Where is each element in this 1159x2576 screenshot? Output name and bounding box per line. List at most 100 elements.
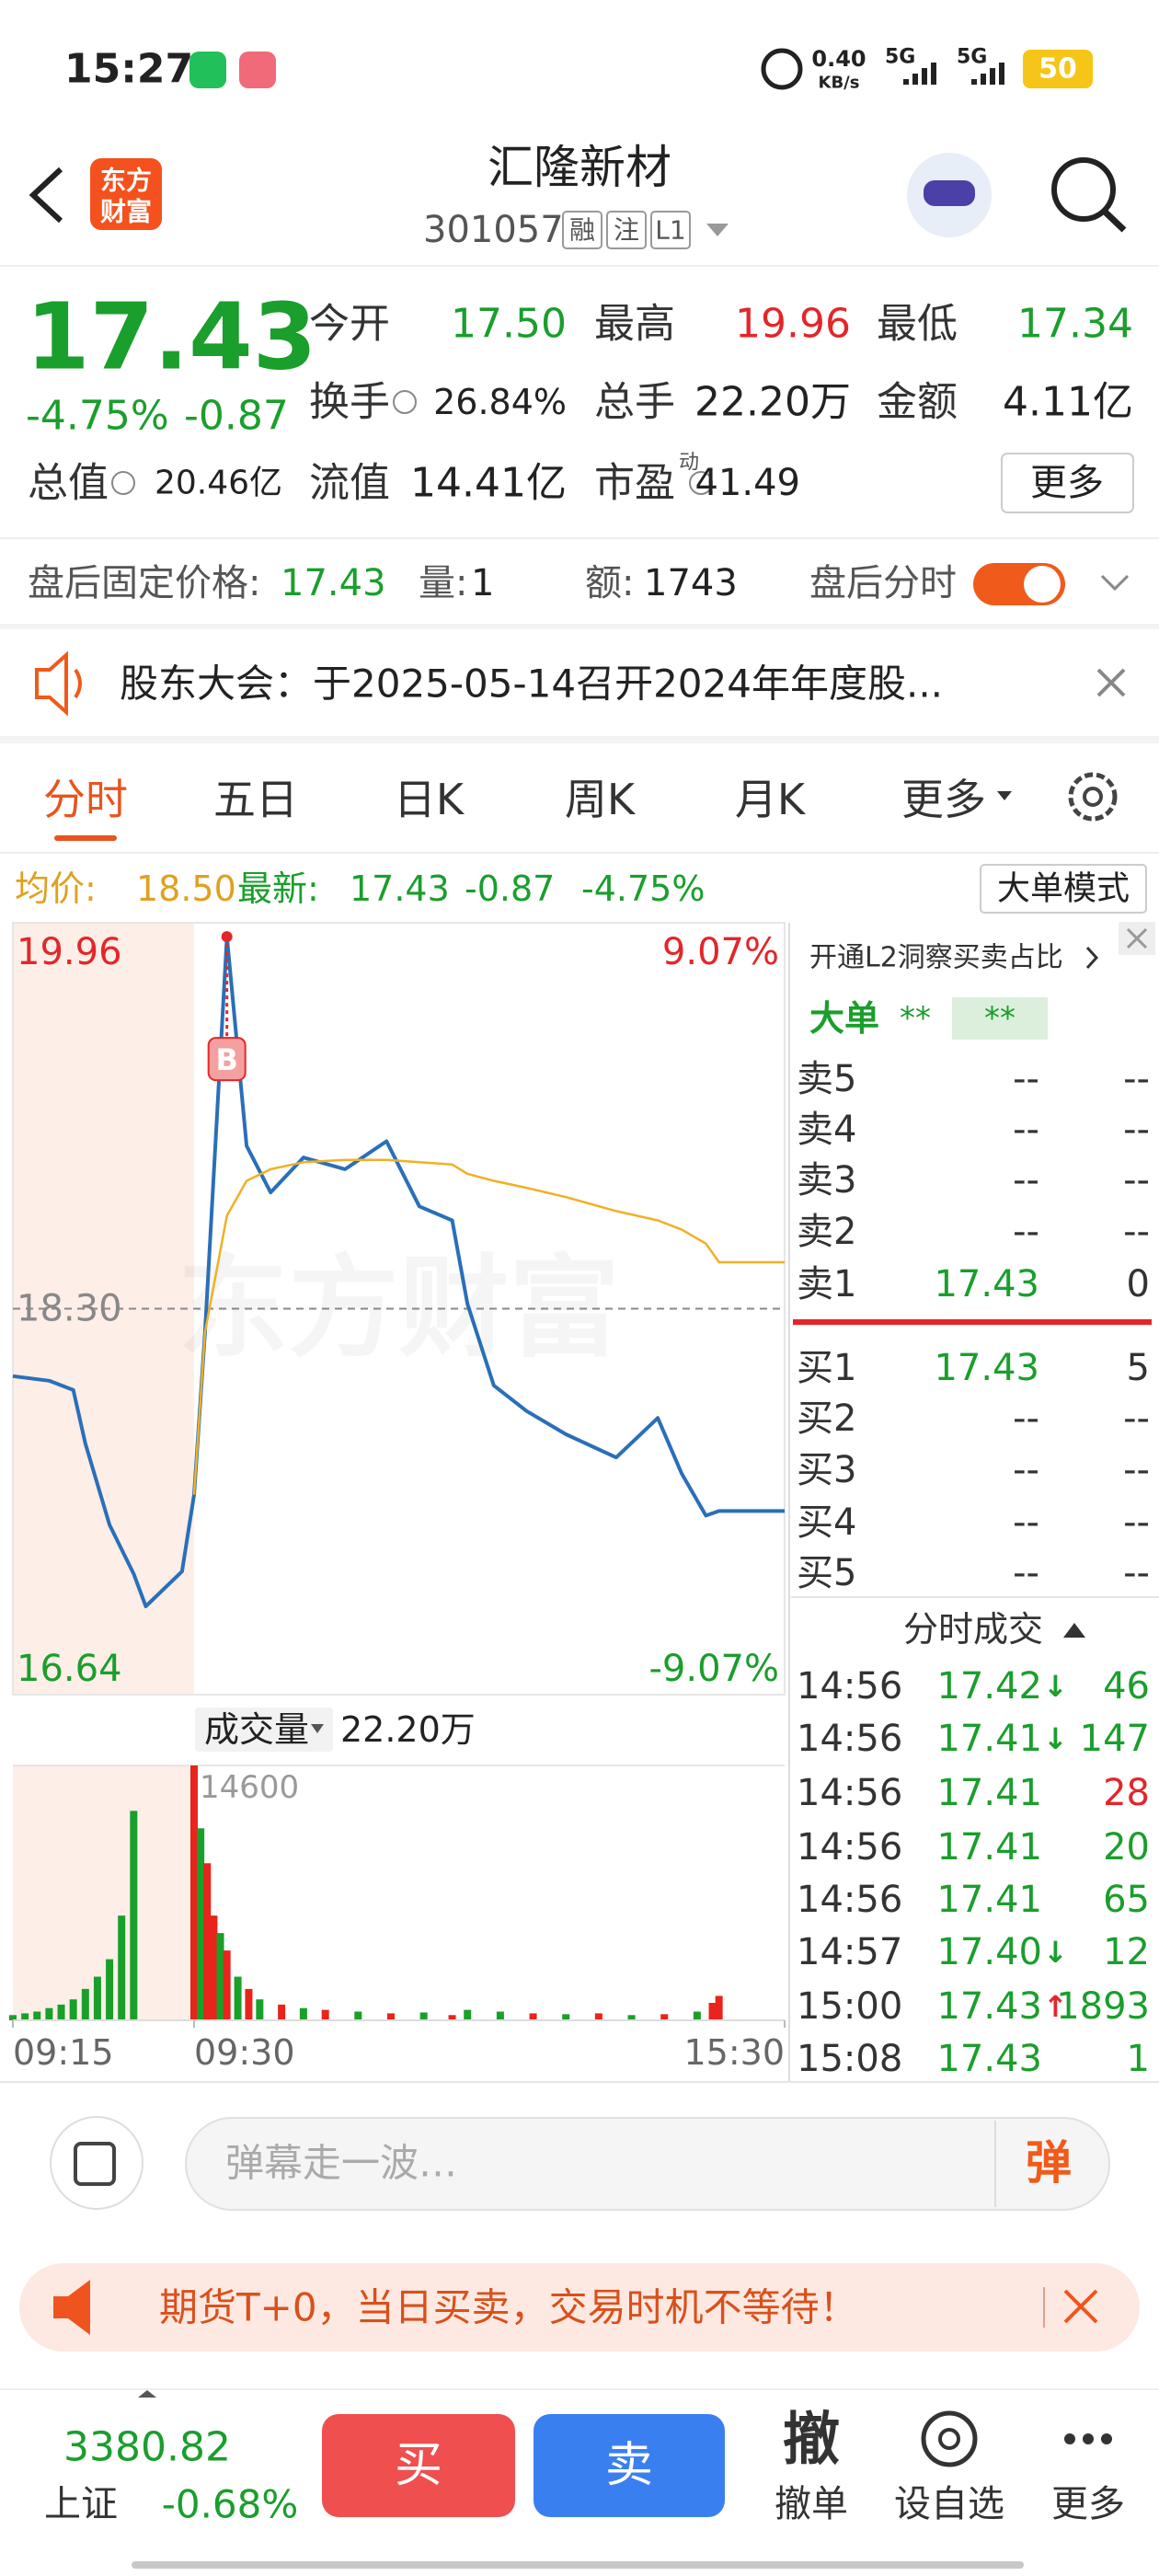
x-tick-label: 15:30	[683, 2032, 785, 2073]
ad-text[interactable]: 期货T+0，当日买卖，交易时机不等待！	[159, 2285, 858, 2330]
info-icon[interactable]	[689, 471, 713, 495]
index-name: 上证	[44, 2483, 118, 2525]
promo-chevron	[1085, 946, 1099, 970]
change-amount: -0.87	[184, 393, 289, 440]
field-label: 换手	[309, 379, 390, 426]
more-button[interactable]	[1001, 453, 1134, 513]
watermark: 东方财富	[178, 1245, 620, 1373]
stock-tag: L1	[655, 215, 685, 246]
more-dot[interactable]	[1064, 2433, 1075, 2444]
more-label[interactable]: 更多	[1051, 2483, 1125, 2525]
volume-bar	[693, 2011, 701, 2020]
danmaku-settings[interactable]	[50, 2116, 143, 2210]
watchlist-icon[interactable]	[921, 2410, 978, 2467]
danmaku-button[interactable]: 弹	[1026, 2136, 1072, 2190]
l2-promo[interactable]: 开通L2洞察买卖占比	[809, 942, 1063, 974]
price-line	[12, 935, 785, 1608]
volume-total: 22.20万	[340, 1709, 476, 1750]
index-handle[interactable]	[138, 2390, 156, 2398]
volume-bar	[210, 1915, 218, 2020]
field-value: 17.34	[1017, 301, 1133, 348]
ad-icon	[53, 2280, 90, 2335]
tab[interactable]: 日K	[394, 775, 465, 824]
book-level: 卖3	[797, 1159, 856, 1202]
cancel-label[interactable]: 撤单	[775, 2483, 848, 2525]
back-button[interactable]	[29, 167, 63, 224]
alarm-icon	[761, 48, 803, 90]
book-price: --	[1013, 1109, 1039, 1151]
tab-more-arrow	[997, 791, 1012, 800]
book-level: 卖5	[797, 1058, 856, 1100]
dropdown-arrow[interactable]	[706, 224, 729, 236]
volume-bar	[529, 2013, 537, 2020]
ad-banner[interactable]	[19, 2263, 1140, 2352]
tab[interactable]: 月K	[735, 775, 807, 824]
volume-bar	[562, 2014, 570, 2020]
trade-volume: 12	[1103, 1931, 1150, 1973]
tab[interactable]: 分时	[43, 775, 128, 824]
trade-time: 14:56	[797, 1772, 902, 1814]
volume-bar	[299, 2007, 307, 2020]
y-tick-label: 16.64	[17, 1648, 122, 1690]
trade-price: 17.43	[936, 1985, 1042, 2028]
notice-text[interactable]: 股东大会：于2025-05-14召开2024年年度股...	[120, 661, 943, 707]
network-type: 5G	[957, 46, 987, 69]
tab[interactable]: 周K	[565, 775, 637, 824]
book-level: 卖2	[797, 1211, 856, 1253]
average-line	[192, 1158, 785, 1495]
trade-direction: ↓	[1043, 1669, 1068, 1704]
y2-tick-label: -9.07%	[648, 1648, 779, 1690]
book-volume: --	[1123, 1552, 1150, 1594]
watchlist-label[interactable]: 设自选	[894, 2483, 1004, 2525]
sell-label[interactable]: 卖	[605, 2438, 653, 2493]
field-label: 市盈	[594, 460, 675, 507]
battery-level: 50	[1039, 53, 1077, 86]
trade-time: 14:56	[797, 1665, 902, 1708]
watchlist-icon-center	[938, 2428, 960, 2450]
info-icon[interactable]	[111, 471, 135, 495]
info-icon[interactable]	[393, 390, 417, 414]
gesture-bar	[132, 2561, 1024, 2569]
volume-label[interactable]: 成交量	[204, 1709, 309, 1750]
book-volume: --	[1123, 1449, 1150, 1491]
notice-icon-wave	[74, 668, 82, 699]
sell-button[interactable]	[534, 2414, 725, 2517]
trade-price: 17.42	[936, 1665, 1042, 1708]
buy-button[interactable]	[322, 2414, 515, 2517]
signal-bar	[971, 79, 977, 85]
volume-bar	[93, 1976, 101, 2020]
tab[interactable]: 五日	[213, 775, 298, 824]
comment-input[interactable]	[185, 2117, 1110, 2211]
index-value[interactable]: 3380.82	[63, 2424, 231, 2471]
volume-bar	[203, 1863, 212, 2020]
comment-placeholder[interactable]: 弹幕走一波…	[225, 2141, 457, 2186]
field-value: 19.96	[735, 301, 851, 348]
book-level: 买1	[797, 1347, 856, 1389]
stock-code: 301057	[423, 209, 564, 251]
volume-bar	[660, 2014, 669, 2020]
search-button[interactable]	[1051, 157, 1116, 222]
notice-close[interactable]	[1096, 668, 1126, 697]
net-speed-unit: KB/s	[819, 74, 860, 93]
index-change: -0.68%	[162, 2482, 299, 2527]
book-price: --	[1013, 1159, 1039, 1202]
volume-bar	[708, 2003, 717, 2020]
expand-chevron[interactable]	[1100, 574, 1130, 592]
ad-close[interactable]	[1063, 2289, 1098, 2324]
mode-button[interactable]	[980, 864, 1147, 914]
last-price: 17.43	[26, 283, 316, 391]
buy-label[interactable]: 买	[395, 2438, 442, 2493]
tag-box	[650, 211, 691, 249]
after-hours-price: 17.43	[281, 562, 386, 604]
settings-button[interactable]	[1068, 772, 1118, 822]
volume-bar	[118, 1915, 126, 2020]
mode-button-label[interactable]: 大单模式	[997, 870, 1130, 908]
tab[interactable]: 更多	[901, 775, 986, 824]
cancel-icon[interactable]: 撤	[783, 2406, 840, 2473]
more-button-label[interactable]: 更多	[1030, 462, 1104, 504]
signal-bar	[931, 63, 936, 85]
field-label: 总手	[594, 379, 675, 426]
field-value: 22.20万	[694, 379, 851, 426]
app-logo	[90, 158, 162, 230]
